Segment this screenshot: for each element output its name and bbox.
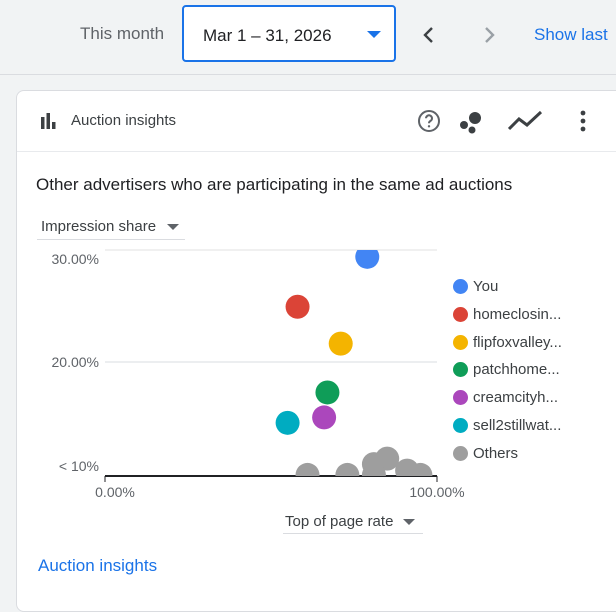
- help-button[interactable]: [415, 107, 443, 135]
- bar-chart-icon: [41, 113, 56, 129]
- legend-swatch: [453, 390, 468, 406]
- scatter-point[interactable]: [275, 410, 300, 435]
- auction-insights-card: Auction insights: [16, 90, 616, 612]
- scatter-point[interactable]: [355, 245, 380, 269]
- y-tick-label: 30.00%: [52, 251, 99, 267]
- show-last-link[interactable]: Show last: [534, 25, 608, 44]
- line-view-button[interactable]: [505, 105, 545, 137]
- period-label: This month: [80, 24, 165, 43]
- more-options-button[interactable]: [573, 107, 593, 135]
- legend-swatch: [453, 418, 468, 433]
- y-tick-label: < 10%: [59, 458, 99, 474]
- scatter-point[interactable]: [285, 294, 310, 319]
- more-vertical-icon: [580, 110, 586, 132]
- scatter-point[interactable]: [295, 462, 320, 487]
- chevron-right-icon: [485, 27, 495, 43]
- previous-period-button[interactable]: [414, 20, 444, 50]
- card-title: Auction insights: [71, 112, 177, 129]
- x-tick-label: 100.00%: [409, 484, 464, 500]
- scatter-point[interactable]: [408, 462, 433, 487]
- legend-label: sell2stillwat...: [473, 417, 562, 434]
- scatter-point[interactable]: [315, 380, 340, 405]
- legend-swatch: [453, 334, 468, 350]
- y-tick-label: 20.00%: [52, 354, 99, 370]
- scatter-points: [275, 245, 433, 487]
- legend-label: You: [473, 278, 499, 295]
- scatter-point[interactable]: [328, 331, 353, 356]
- legend-label: patchhome...: [473, 361, 560, 379]
- card-header: Auction insights: [17, 91, 616, 152]
- chart-subtitle: Other advertisers who are participating …: [36, 175, 513, 194]
- legend-swatch: [453, 306, 468, 322]
- dropdown-caret-icon: [403, 519, 415, 525]
- scatter-point[interactable]: [361, 462, 386, 487]
- legend-swatch: [453, 445, 468, 461]
- auction-scatter-chart: < 10% 20.00% 30.00% 0.00% 100.00%: [52, 245, 465, 500]
- dropdown-caret-icon: [367, 31, 381, 38]
- bubble-chart-icon: [460, 112, 481, 134]
- metric-dropdown-label: Impression share: [41, 218, 157, 235]
- scatter-view-button[interactable]: [455, 105, 487, 137]
- legend-swatch: [453, 362, 468, 378]
- date-range-dropdown[interactable]: Mar 1 – 31, 2026: [182, 5, 396, 62]
- xaxis-metric-dropdown[interactable]: Top of page rate: [283, 509, 423, 534]
- chevron-left-icon: [423, 27, 433, 43]
- legend-label: flipfoxvalley...: [473, 333, 562, 351]
- legend-label: Others: [473, 444, 519, 462]
- metric-dropdown[interactable]: Impression share: [37, 215, 185, 240]
- help-icon: [418, 110, 440, 132]
- legend-label: creamcityh...: [473, 389, 559, 407]
- xaxis-dropdown-label: Top of page rate: [285, 513, 394, 530]
- auction-insights-link[interactable]: Auction insights: [38, 556, 158, 575]
- trend-line-icon: [507, 110, 543, 131]
- date-range-value: Mar 1 – 31, 2026: [203, 26, 332, 45]
- scatter-point[interactable]: [312, 405, 337, 430]
- next-period-button[interactable]: [474, 20, 504, 50]
- dropdown-caret-icon: [167, 224, 179, 230]
- legend-swatch: [453, 279, 468, 294]
- legend-label: homeclosin...: [473, 305, 562, 323]
- scatter-point[interactable]: [335, 462, 360, 487]
- scatter-point[interactable]: [375, 446, 400, 471]
- x-tick-label: 0.00%: [95, 484, 135, 500]
- date-toolbar: This month Mar 1 – 31, 2026 Show last: [0, 0, 616, 75]
